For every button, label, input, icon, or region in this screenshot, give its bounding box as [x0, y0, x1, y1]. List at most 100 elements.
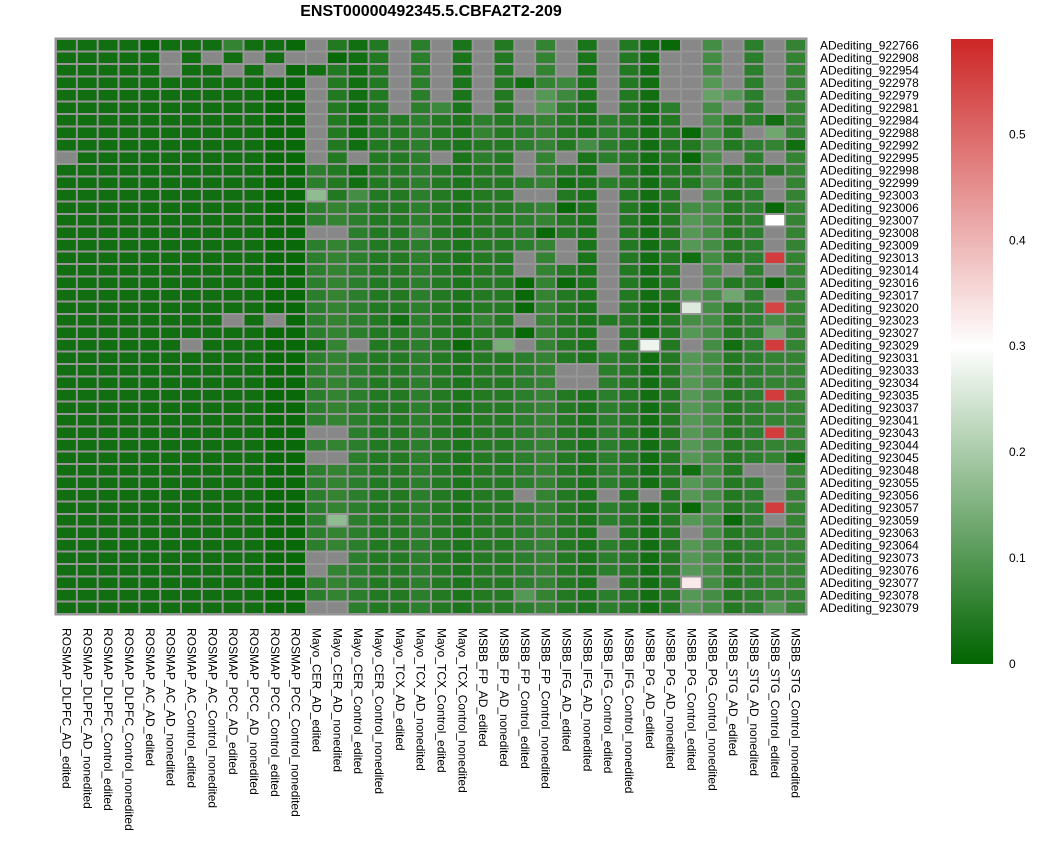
heatmap-cell — [369, 52, 389, 63]
heatmap-cell — [307, 365, 326, 376]
heatmap-cell — [536, 152, 555, 163]
heatmap-cell — [473, 190, 493, 201]
heatmap-cell — [557, 402, 576, 413]
heatmap-cell — [536, 390, 555, 401]
heatmap-cell — [661, 377, 680, 388]
heatmap-cell — [223, 365, 243, 376]
heatmap-cell — [494, 52, 514, 63]
heatmap-cell — [77, 415, 97, 426]
heatmap-cell — [161, 315, 180, 326]
column-label: ROSMAP_DLPFC_Control_edited — [101, 628, 115, 811]
heatmap-cell — [536, 577, 555, 588]
heatmap-cell — [557, 352, 576, 363]
heatmap-cell — [307, 40, 326, 51]
heatmap-cell — [682, 165, 701, 176]
heatmap-cell — [702, 477, 722, 488]
heatmap-cell — [202, 177, 222, 188]
heatmap-cell — [411, 315, 430, 326]
heatmap-cell — [723, 590, 743, 601]
heatmap-cell — [307, 240, 326, 251]
heatmap-cell — [348, 515, 368, 526]
heatmap-cell — [619, 315, 639, 326]
heatmap-cell — [536, 340, 555, 351]
column-label: MSBB_STG_Control_edited — [768, 628, 782, 778]
heatmap-cell — [244, 202, 264, 213]
heatmap-cell — [77, 277, 97, 288]
heatmap-cell — [682, 402, 701, 413]
heatmap-cell — [744, 252, 764, 263]
heatmap-cell — [119, 302, 139, 313]
heatmap-cell — [161, 52, 180, 63]
heatmap-cell — [682, 52, 701, 63]
heatmap-cell — [369, 102, 389, 113]
heatmap-cell — [452, 390, 472, 401]
heatmap-cell — [515, 440, 535, 451]
heatmap-cell — [577, 365, 597, 376]
column-label: MSBB_PG_Control_edited — [684, 628, 698, 771]
row-label: ADediting_922984 — [820, 113, 919, 127]
heatmap-cell — [765, 40, 785, 51]
heatmap-cell — [140, 440, 160, 451]
heatmap-cell — [411, 115, 430, 126]
heatmap-cell — [182, 502, 201, 513]
heatmap-cell — [286, 140, 305, 151]
heatmap-cell — [494, 365, 514, 376]
heatmap-cell — [661, 227, 680, 238]
heatmap-cell — [452, 127, 472, 138]
heatmap-cell — [723, 427, 743, 438]
heatmap-cell — [390, 240, 410, 251]
heatmap-cell — [536, 565, 555, 576]
heatmap-cell — [702, 165, 722, 176]
heatmap-cell — [140, 302, 160, 313]
heatmap-cell — [327, 265, 347, 276]
heatmap-cell — [598, 602, 618, 613]
heatmap-cell — [515, 127, 535, 138]
heatmap-cell — [307, 152, 326, 163]
heatmap-cell — [786, 452, 805, 463]
heatmap-cell — [57, 77, 76, 88]
heatmap-cell — [432, 165, 451, 176]
heatmap-cell — [119, 415, 139, 426]
heatmap-cell — [473, 565, 493, 576]
row-label: ADediting_923007 — [820, 213, 919, 227]
heatmap-cell — [473, 115, 493, 126]
heatmap-cell — [202, 140, 222, 151]
heatmap-cell — [557, 340, 576, 351]
heatmap-cell — [161, 252, 180, 263]
heatmap-cell — [536, 240, 555, 251]
heatmap-cell — [286, 265, 305, 276]
heatmap-cell — [640, 90, 660, 101]
heatmap-cell — [244, 515, 264, 526]
heatmap-cell — [661, 190, 680, 201]
heatmap-cell — [390, 465, 410, 476]
heatmap-cell — [390, 427, 410, 438]
heatmap-cell — [411, 152, 430, 163]
heatmap-cell — [140, 477, 160, 488]
heatmap-cell — [432, 202, 451, 213]
heatmap-cell — [307, 552, 326, 563]
heatmap-cell — [369, 127, 389, 138]
heatmap-cell — [244, 215, 264, 226]
heatmap-cell — [577, 90, 597, 101]
heatmap-cell — [57, 265, 76, 276]
heatmap-cell — [682, 90, 701, 101]
heatmap-cell — [57, 277, 76, 288]
heatmap-cell — [682, 565, 701, 576]
heatmap-cell — [98, 165, 118, 176]
heatmap-cell — [182, 390, 201, 401]
row-label: ADediting_923044 — [820, 438, 919, 452]
column-label: MSBB_FP_Control_nonedited — [539, 628, 553, 789]
heatmap-cell — [286, 40, 305, 51]
heatmap-cell — [98, 427, 118, 438]
heatmap-cell — [307, 90, 326, 101]
heatmap-cell — [682, 602, 701, 613]
heatmap-cell — [390, 265, 410, 276]
heatmap-cell — [327, 527, 347, 538]
heatmap-cell — [327, 590, 347, 601]
heatmap-cell — [515, 240, 535, 251]
heatmap-cell — [682, 140, 701, 151]
heatmap-cell — [119, 40, 139, 51]
heatmap-cell — [640, 340, 660, 351]
heatmap-cell — [577, 390, 597, 401]
column-label: MSBB_IFG_AD_edited — [559, 628, 573, 751]
